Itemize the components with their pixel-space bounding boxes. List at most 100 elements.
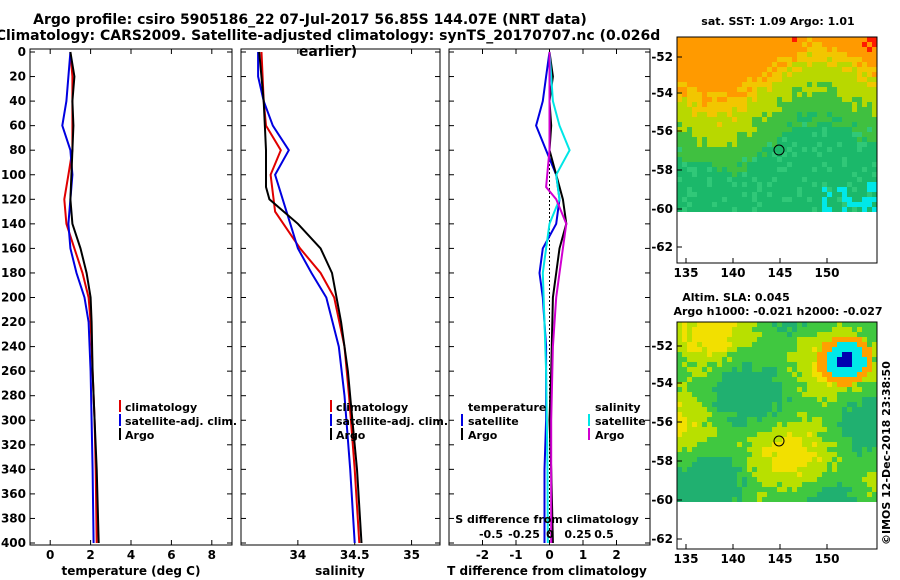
sst-map-cell <box>737 162 742 167</box>
sla-map-cell <box>682 357 687 362</box>
sla-map-cell <box>757 487 762 492</box>
sst-map-cell <box>852 187 857 192</box>
sla-map-cell <box>677 352 682 357</box>
sst-map-cell <box>752 107 757 112</box>
sla-map-cell <box>737 482 742 487</box>
sla-map-cell <box>782 337 787 342</box>
sst-map-cell <box>717 127 722 132</box>
sla-map-cell <box>777 382 782 387</box>
sla-map-cell <box>732 477 737 482</box>
sla-map-cell <box>742 332 747 337</box>
sst-map-cell <box>682 167 687 172</box>
sst-map-cell <box>787 37 792 42</box>
sla-map-cell <box>797 432 802 437</box>
sla-map-cell <box>762 377 767 382</box>
sla-map-cell <box>817 482 822 487</box>
sst-map-cell <box>872 132 877 137</box>
sla-map-cell <box>682 487 687 492</box>
sla-map-cell <box>862 347 867 352</box>
sla-map-cell <box>757 327 762 332</box>
sst-map-cell <box>747 137 752 142</box>
sla-map-cell <box>737 447 742 452</box>
sla-map-cell <box>857 487 862 492</box>
sst-map-cell <box>847 187 852 192</box>
salinity-panel-frame <box>240 48 441 546</box>
sla-map-cell <box>757 377 762 382</box>
sst-map-cell <box>752 147 757 152</box>
sst-map-cell <box>852 77 857 82</box>
sst-map-cell <box>692 47 697 52</box>
sst-map-cell <box>752 142 757 147</box>
sla-map-cell <box>787 457 792 462</box>
sla-map-cell <box>822 372 827 377</box>
sla-map-cell <box>747 347 752 352</box>
sst-map-cell <box>787 87 792 92</box>
sla-map-cell <box>692 342 697 347</box>
sst-map-cell <box>837 82 842 87</box>
sst-map-cell <box>852 42 857 47</box>
sst-map-cell <box>727 147 732 152</box>
sst-map-cell <box>777 97 782 102</box>
sla-map-cell <box>822 402 827 407</box>
sla-map-cell <box>712 417 717 422</box>
sst-map-cell <box>717 172 722 177</box>
sst-map-cell <box>752 157 757 162</box>
sst-map-cell <box>792 132 797 137</box>
sla-map-cell <box>782 332 787 337</box>
sst-map-cell <box>692 102 697 107</box>
sst-map-cell <box>762 202 767 207</box>
sst-map-cell <box>837 127 842 132</box>
sst-map-cell <box>742 97 747 102</box>
sla-map-cell <box>857 377 862 382</box>
sla-map-cell <box>862 352 867 357</box>
sla-map-cell <box>747 367 752 372</box>
sla-map-cell <box>777 352 782 357</box>
sst-map-cell <box>722 82 727 87</box>
sla-map-cell <box>862 467 867 472</box>
sst-map-cell <box>782 187 787 192</box>
sst-map-cell <box>687 207 692 212</box>
sla-map-cell <box>842 442 847 447</box>
depth-tick-label: 140 <box>1 217 26 231</box>
sla-map-cell <box>702 407 707 412</box>
sla-map-cell <box>797 352 802 357</box>
sla-map-cell <box>687 322 692 327</box>
sla-map-cell <box>732 322 737 327</box>
sst-map-cell <box>842 92 847 97</box>
sla-map-cell <box>797 487 802 492</box>
sst-map-cell <box>732 107 737 112</box>
sst-map-cell <box>837 142 842 147</box>
sla-map-cell <box>677 337 682 342</box>
sla-map-cell <box>777 367 782 372</box>
sla-map-cell <box>762 437 767 442</box>
sla-map-cell <box>827 352 832 357</box>
sla-map-cell <box>742 337 747 342</box>
sla-map-cell <box>802 367 807 372</box>
sst-map-cell <box>857 92 862 97</box>
sst-map-cell <box>782 42 787 47</box>
sla-map-cell <box>717 477 722 482</box>
sla-map-cell <box>682 347 687 352</box>
s-tick-label: 0.25 <box>564 528 591 541</box>
sst-map-cell <box>862 167 867 172</box>
sla-map-cell <box>872 322 877 327</box>
sla-map-cell <box>767 332 772 337</box>
sst-map-cell <box>847 97 852 102</box>
sla-map-cell <box>782 487 787 492</box>
sst-map-cell <box>737 52 742 57</box>
sla-map-cell <box>852 492 857 497</box>
sla-map-cell <box>687 497 692 502</box>
sla-map-cell <box>847 487 852 492</box>
sla-map-cell <box>862 447 867 452</box>
sla-map-cell <box>727 437 732 442</box>
sla-map-cell <box>842 427 847 432</box>
sst-map-cell <box>852 152 857 157</box>
sla-map-cell <box>842 332 847 337</box>
sla-map-cell <box>802 377 807 382</box>
sst-map-cell <box>837 132 842 137</box>
sst-map-cell <box>787 157 792 162</box>
sla-map-cell <box>737 437 742 442</box>
sst-map-cell <box>812 42 817 47</box>
sst-map-cell <box>707 152 712 157</box>
sst-map-cell <box>807 197 812 202</box>
